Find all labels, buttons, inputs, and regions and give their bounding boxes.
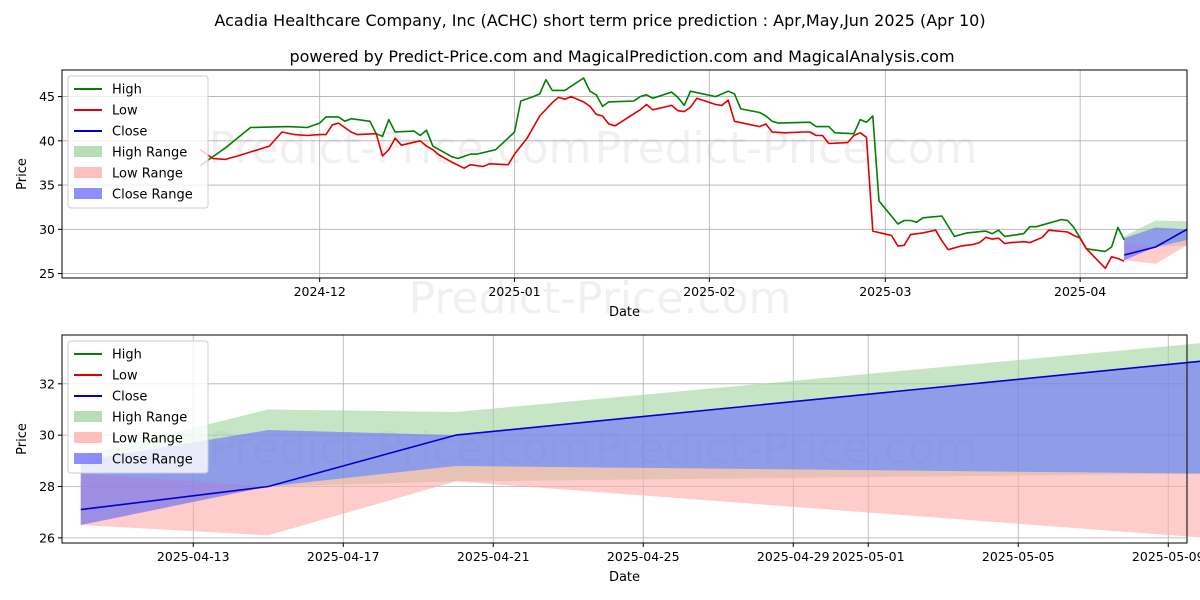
- legend-box: [67, 75, 209, 209]
- grid: [62, 70, 1187, 278]
- x-tick-label: 2025-04-17: [307, 549, 380, 564]
- legend-box: [67, 340, 209, 474]
- legend: High Low Close High Range Low Range Close Ran…: [67, 340, 209, 474]
- legend-label-low-range: Low Range: [112, 432, 183, 447]
- legend-label-high: High: [112, 348, 142, 363]
- y-tick-label: 30: [39, 222, 55, 237]
- y-tick-label: 45: [39, 89, 55, 104]
- axis-ticks: 2025-04-13 2025-04-17 2025-04-21 2025-04-25…: [39, 376, 1200, 564]
- x-tick-label: 2025-05-05: [982, 549, 1055, 564]
- legend-label-high-range: High Range: [112, 146, 187, 161]
- legend-swatch-low-range: [74, 167, 102, 178]
- watermark-top-left: Predict-Price.com: [209, 123, 592, 174]
- chart-title: Acadia Healthcare Company, Inc (ACHC) sh…: [214, 11, 985, 30]
- y-tick-label: 26: [39, 530, 55, 545]
- y-tick-label: 25: [39, 266, 55, 281]
- legend-label-high: High: [112, 83, 142, 98]
- x-axis-label: Date: [609, 305, 640, 320]
- x-tick-label: 2024-12: [294, 284, 346, 299]
- y-tick-label: 30: [39, 428, 55, 443]
- watermark-top-right: Predict-Price.com: [595, 123, 978, 174]
- price-lines: [199, 77, 1188, 270]
- x-axis-label: Date: [609, 570, 640, 585]
- x-tick-label: 2025-05-01: [832, 549, 905, 564]
- y-axis-label: Price: [15, 158, 30, 190]
- y-tick-label: 32: [39, 376, 55, 391]
- legend-swatch-close-range: [74, 188, 102, 199]
- range-bands: [1124, 220, 1187, 264]
- legend-label-low: Low: [112, 104, 138, 119]
- x-tick-label: 2025-01: [488, 284, 540, 299]
- x-tick-label: 2025-03: [859, 284, 911, 299]
- legend-label-close: Close: [112, 125, 147, 140]
- legend-swatch-high-range: [74, 411, 102, 422]
- high-line: [199, 77, 1125, 253]
- x-tick-label: 2025-04-25: [607, 549, 680, 564]
- plot-frame: [61, 334, 1188, 544]
- history-chart-panel: 2024-12 2025-01 2025-02 2025-03 2025-04 25 30 3…: [15, 69, 1188, 320]
- forecast-chart-panel: 2025-04-13 2025-04-17 2025-04-21 2025-04-25…: [15, 334, 1200, 585]
- legend-label-low: Low: [112, 369, 138, 384]
- legend-swatch-high-range: [74, 146, 102, 157]
- y-tick-label: 35: [39, 178, 55, 193]
- low-range-band: [80, 465, 1200, 538]
- x-tick-label: 2025-04-21: [457, 549, 530, 564]
- axis-ticks: 2024-12 2025-01 2025-02 2025-03 2025-04 25 30 3…: [39, 89, 1106, 299]
- close-range-band: [80, 361, 1200, 526]
- legend-label-close-range: Close Range: [112, 188, 193, 203]
- legend-label-low-range: Low Range: [112, 167, 183, 182]
- close-line: [1124, 228, 1188, 256]
- y-axis-label: Price: [15, 423, 30, 455]
- range-bands: [80, 343, 1200, 538]
- legend-label-close: Close: [112, 390, 147, 405]
- legend-label-close-range: Close Range: [112, 453, 193, 468]
- x-tick-label: 2025-04: [1054, 284, 1106, 299]
- price-lines: [80, 360, 1200, 511]
- low-line: [199, 95, 1125, 270]
- x-tick-label: 2025-05-09: [1132, 549, 1200, 564]
- close-range-band: [1124, 227, 1187, 261]
- x-tick-label: 2025-02: [683, 284, 735, 299]
- legend-swatch-low-range: [74, 432, 102, 443]
- x-tick-label: 2025-04-13: [157, 549, 230, 564]
- plot-frame: [61, 69, 1188, 279]
- y-tick-label: 28: [39, 479, 55, 494]
- watermark-top-bottom: Predict-Price.com: [409, 273, 792, 324]
- legend-label-high-range: High Range: [112, 411, 187, 426]
- legend: High Low Close High Range Low Range Close Ran…: [67, 75, 209, 209]
- x-tick-label: 2025-04-29: [757, 549, 830, 564]
- y-tick-label: 40: [39, 133, 55, 148]
- chart-subtitle: powered by Predict-Price.com and Magical…: [289, 47, 954, 66]
- close-line: [80, 360, 1200, 511]
- legend-swatch-close-range: [74, 453, 102, 464]
